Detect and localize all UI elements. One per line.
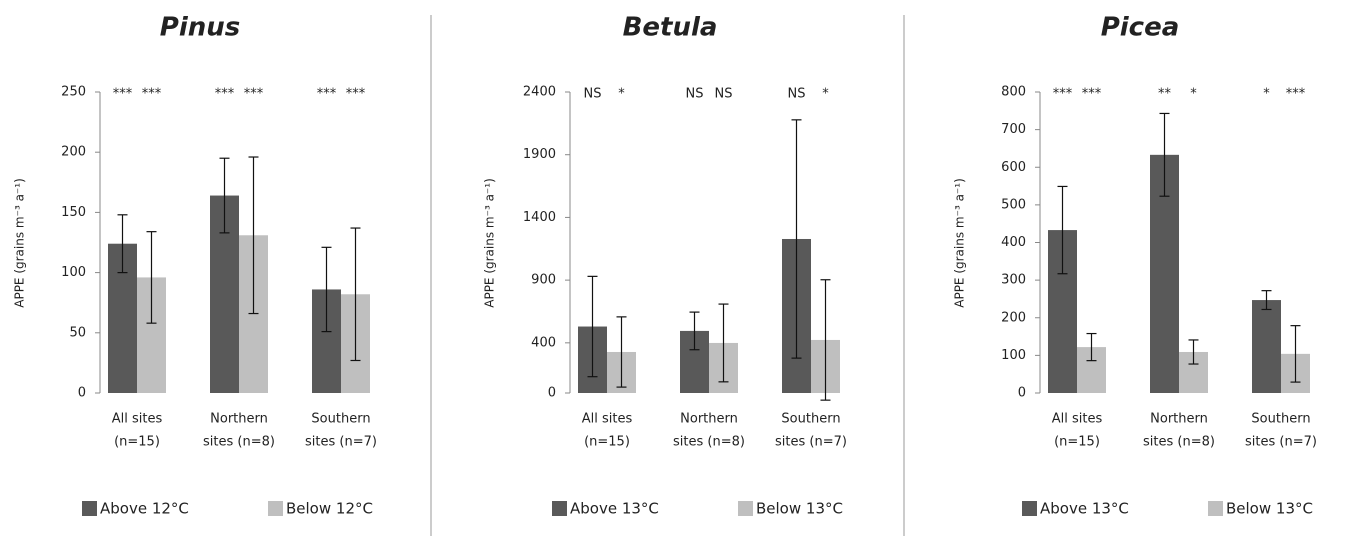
y-axis-label: APPE (grains m⁻³ a⁻¹) bbox=[13, 178, 27, 308]
y-tick-label: 0 bbox=[78, 386, 86, 401]
x-tick-label: Northern bbox=[680, 412, 738, 427]
y-axis-label: APPE (grains m⁻³ a⁻¹) bbox=[483, 178, 497, 308]
x-tick-label: sites (n=7) bbox=[775, 435, 847, 450]
y-tick-label: 800 bbox=[1001, 85, 1026, 100]
y-axis-label: APPE (grains m⁻³ a⁻¹) bbox=[953, 178, 967, 308]
legend-label: Above 13°C bbox=[1040, 500, 1129, 518]
significance-label: *** bbox=[1053, 87, 1073, 102]
significance-label: *** bbox=[317, 87, 337, 102]
legend-swatch bbox=[552, 501, 567, 516]
significance-label: *** bbox=[113, 87, 133, 102]
significance-label: *** bbox=[1286, 87, 1306, 102]
y-tick-label: 600 bbox=[1001, 160, 1026, 175]
y-tick-label: 0 bbox=[1018, 386, 1026, 401]
y-tick-label: 500 bbox=[1001, 197, 1026, 212]
y-tick-label: 50 bbox=[69, 325, 86, 340]
y-tick-label: 700 bbox=[1001, 122, 1026, 137]
x-tick-label: sites (n=8) bbox=[673, 435, 745, 450]
y-tick-label: 900 bbox=[531, 273, 556, 288]
y-tick-label: 400 bbox=[1001, 235, 1026, 250]
significance-label: NS bbox=[715, 87, 733, 102]
y-tick-label: 200 bbox=[61, 145, 86, 160]
significance-label: ** bbox=[1158, 87, 1172, 102]
x-tick-label: Southern bbox=[1251, 412, 1310, 427]
x-tick-label: (n=15) bbox=[1054, 435, 1100, 450]
x-tick-label: All sites bbox=[582, 412, 633, 427]
y-tick-label: 300 bbox=[1001, 273, 1026, 288]
legend-label: Above 13°C bbox=[570, 500, 659, 518]
legend-label: Above 12°C bbox=[100, 500, 189, 518]
legend-label: Below 13°C bbox=[756, 500, 843, 518]
significance-label: *** bbox=[215, 87, 235, 102]
significance-label: NS bbox=[686, 87, 704, 102]
legend-swatch bbox=[1208, 501, 1223, 516]
y-tick-label: 100 bbox=[61, 265, 86, 280]
y-tick-label: 0 bbox=[548, 386, 556, 401]
y-tick-label: 1900 bbox=[523, 147, 556, 162]
significance-label: * bbox=[822, 87, 829, 102]
legend-label: Below 13°C bbox=[1226, 500, 1313, 518]
x-tick-label: sites (n=8) bbox=[1143, 435, 1215, 450]
chart-title: Picea bbox=[1101, 13, 1180, 43]
x-tick-label: Northern bbox=[210, 412, 268, 427]
y-tick-label: 400 bbox=[531, 335, 556, 350]
legend-swatch bbox=[738, 501, 753, 516]
significance-label: *** bbox=[142, 87, 162, 102]
y-tick-label: 200 bbox=[1001, 310, 1026, 325]
x-tick-label: Southern bbox=[311, 412, 370, 427]
chart-title: Pinus bbox=[160, 13, 240, 43]
legend-swatch bbox=[82, 501, 97, 516]
significance-label: *** bbox=[1082, 87, 1102, 102]
x-tick-label: sites (n=7) bbox=[1245, 435, 1317, 450]
x-tick-label: All sites bbox=[1052, 412, 1103, 427]
significance-label: * bbox=[1190, 87, 1197, 102]
significance-label: * bbox=[1263, 87, 1270, 102]
significance-label: * bbox=[618, 87, 625, 102]
chart-title: Betula bbox=[623, 13, 718, 43]
legend-label: Below 12°C bbox=[286, 500, 373, 518]
x-tick-label: sites (n=8) bbox=[203, 435, 275, 450]
x-tick-label: sites (n=7) bbox=[305, 435, 377, 450]
legend-swatch bbox=[1022, 501, 1037, 516]
legend-swatch bbox=[268, 501, 283, 516]
x-tick-label: (n=15) bbox=[114, 435, 160, 450]
x-tick-label: (n=15) bbox=[584, 435, 630, 450]
y-tick-label: 250 bbox=[61, 85, 86, 100]
y-tick-label: 2400 bbox=[523, 85, 556, 100]
y-tick-label: 150 bbox=[61, 205, 86, 220]
significance-label: *** bbox=[346, 87, 366, 102]
x-tick-label: All sites bbox=[112, 412, 163, 427]
y-tick-label: 100 bbox=[1001, 348, 1026, 363]
bar bbox=[1252, 300, 1281, 393]
y-tick-label: 1400 bbox=[523, 210, 556, 225]
significance-label: NS bbox=[788, 87, 806, 102]
significance-label: *** bbox=[244, 87, 264, 102]
x-tick-label: Northern bbox=[1150, 412, 1208, 427]
x-tick-label: Southern bbox=[781, 412, 840, 427]
significance-label: NS bbox=[584, 87, 602, 102]
